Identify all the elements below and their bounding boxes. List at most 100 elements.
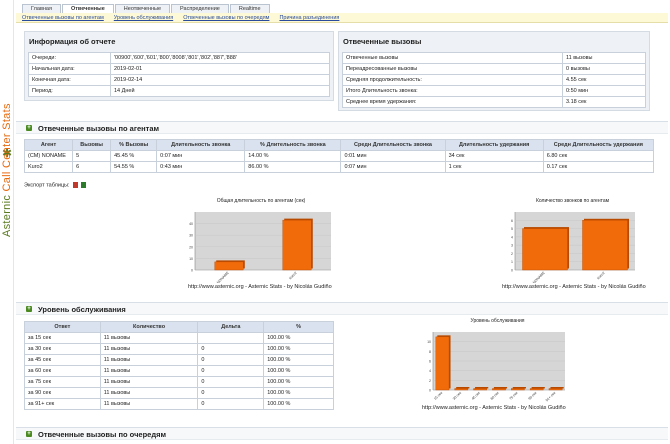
expand-icon[interactable]: + [26,431,32,437]
brand-subtitle: Call Center Stats [1,103,13,192]
brand-logo: Asternic Call Center Stats [1,97,15,237]
subnav-link-service-level[interactable]: Уровень обслуживания [113,15,174,21]
service-section-title: Уровень обслуживания [38,305,126,314]
excel-export-icon[interactable] [80,182,86,188]
bar [492,388,506,391]
table-row: за 30 сек 11 вызовы 0 100.00 % [24,343,334,355]
agents-table: Агент Вызовы% Вызовы Длительность звонка% … [23,139,655,173]
table-cell: 11 вызовы [99,387,199,399]
row-value: 4.55 сек [562,74,646,86]
subnav-link-queues[interactable]: Отвеченные вызовы по очередям [183,15,270,21]
pdf-export-icon[interactable] [73,182,79,188]
bar-shadow [456,387,470,389]
row-value: 2019-02-14 [110,74,330,86]
table-row: Конечная дата: 2019-02-14 [28,74,330,86]
x-tick-label: 45 сек [471,391,481,401]
column-header[interactable]: Количество [99,321,199,333]
table-row: Период: 14 Дней [28,85,330,97]
bar-shadow [475,387,489,389]
agents-section-header[interactable]: + Отвеченные вызовы по агентам [16,121,668,134]
row-value: 0:50 мин [562,85,646,97]
table-cell: 0.17 сек [542,161,655,173]
table-cell: 14.00 % [244,150,342,162]
subnav-link-disconnect[interactable]: Причина разъединения [279,15,340,21]
table-cell: Kuro2 [23,161,74,173]
table-cell: (CM) NONAME [23,150,74,162]
x-tick-label: 60 сек [490,391,500,401]
answered-summary-title: Отвеченные вызовы [343,37,422,46]
x-tick-label: 75 сек [509,391,519,401]
chart-calls-by-agent: Количество звонков по агентам 0 1 2 3 4 5 6 (CM… [505,198,640,283]
column-header[interactable]: Дельта [197,321,265,333]
y-tick-label: 20 [189,245,193,249]
column-header[interactable]: Длительность звонка [156,139,246,151]
table-cell: 0 [197,387,265,399]
bar [529,388,544,391]
queues-section-header[interactable]: + Отвеченные вызовы по очередям [16,427,668,440]
y-tick-label: 6 [511,219,513,223]
table-row: (CM) NONAME 5 45.45 % 0:07 мин 14.00 % 0:01 м… [23,150,655,162]
table-row: за 60 сек 11 вызовы 0 100.00 % [24,365,334,377]
tab-distribution[interactable]: Распределение [171,4,229,13]
column-header[interactable]: Длительность удержания [444,139,544,151]
table-row: за 45 сек 11 вызовы 0 100.00 % [24,354,334,366]
expand-icon[interactable]: + [26,306,32,312]
column-header[interactable]: % [263,321,334,333]
queues-section-title: Отвеченные вызовы по очередям [38,430,167,439]
table-row: Kuro2 6 54.55 % 0:43 мин 86.00 % 0:07 мин 1 се… [23,161,655,173]
export-row: Экспорт таблицы: [24,182,86,188]
x-tick-label: Kuro2 [596,271,605,280]
chart-service-level: Уровень обслуживания 0 2 4 6 8 10 15 сек 30 сек… [425,318,570,403]
table-cell: 11 вызовы [99,332,199,344]
table-cell: 5 [72,150,112,162]
service-level-table: Ответ Количество Дельта% за 15 сек 11 вызов… [24,321,334,410]
table-cell: 6 [72,161,112,173]
subnav-link-agents[interactable]: Отвеченные вызовы по агентам [22,15,104,21]
x-tick-label: (CM) NONAME [210,270,230,283]
chart-credit: http://www.asternic.org - Asternic Stats… [502,284,646,290]
table-row: за 75 сек 11 вызовы 0 100.00 % [24,376,334,388]
answered-summary-table: Отвеченные вызовы 11 вызовы Переадресованн… [342,52,646,108]
column-header[interactable]: Средн Длительность звонка [340,139,446,151]
bar [454,388,469,391]
y-tick-label: 10 [189,257,193,261]
table-cell: 54.55 % [110,161,158,173]
table-cell: за 75 сек [24,376,101,388]
table-row: Переадресованные вызовы 0 вызовы [342,63,646,75]
row-value: 0 вызовы [562,63,646,75]
tab-realtime[interactable]: Realtime [229,4,270,13]
column-header[interactable]: Средн Длительность удержания [542,139,655,151]
column-header[interactable]: Ответ [24,321,101,333]
y-tick-label: 2 [429,379,431,383]
row-label: Отвеченные вызовы [342,52,563,64]
export-label: Экспорт таблицы: [24,182,70,189]
report-info-table: Очереди: '00900','600','601','800','8008'… [28,52,330,97]
row-label: Очереди: [28,52,111,64]
column-header[interactable]: Вызовы [72,139,112,151]
table-cell: 11 вызовы [99,343,199,355]
service-section-header[interactable]: + Уровень обслуживания [16,302,668,315]
table-cell: 0 [197,365,265,377]
answered-summary-panel: Отвеченные вызовы Отвеченные вызовы 11 вы… [338,31,650,111]
expand-icon[interactable]: + [26,125,32,131]
column-header[interactable]: Агент [23,139,74,151]
table-cell: 100.00 % [263,332,334,344]
table-row: Итого Длительность звонка: 0:50 мин [342,85,646,97]
table-cell: 0:07 мин [340,161,446,173]
bar [582,220,628,271]
column-header[interactable]: % Вызовы [110,139,158,151]
y-tick-label: 6 [429,360,431,364]
y-tick-label: 8 [429,350,431,354]
table-cell: 11 вызовы [99,365,199,377]
column-header[interactable]: % Длительность звонка [244,139,342,151]
table-cell: 0:43 мин [156,161,246,173]
chart-duration-by-agent: Общая длительность по агентам (сек) 0 10 2… [185,198,337,283]
y-tick-label: 3 [511,244,513,248]
tab-home[interactable]: Главная [22,4,61,13]
chart-credit: http://www.asternic.org - Asternic Stats… [188,284,332,290]
table-cell: за 45 сек [24,354,101,366]
table-cell: 86.00 % [244,161,342,173]
tab-unanswered[interactable]: Неотвеченные [114,4,171,13]
row-value: 3.18 сек [562,96,646,108]
tab-answered[interactable]: Отвеченные [61,4,114,13]
